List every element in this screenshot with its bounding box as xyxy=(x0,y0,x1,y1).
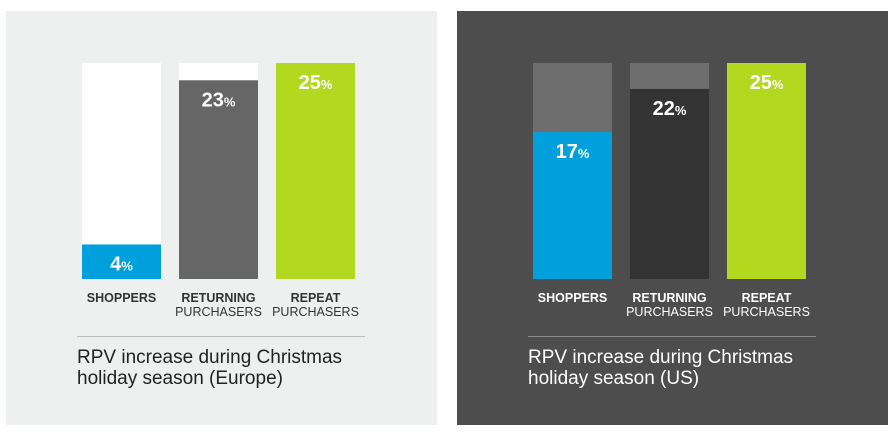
bar xyxy=(630,88,709,279)
category-label: RETURNING xyxy=(632,291,706,305)
category-label: REPEAT xyxy=(742,291,792,305)
bar-track xyxy=(82,63,161,279)
us-bar-chart: 17%SHOPPERS22%RETURNINGPURCHASERS25%REPE… xyxy=(533,63,810,319)
chart-caption: RPV increase during Christmas holiday se… xyxy=(528,347,848,389)
data-label: 17% xyxy=(556,141,590,163)
bar xyxy=(533,132,612,279)
divider xyxy=(77,336,365,337)
category-label: RETURNING xyxy=(181,291,255,305)
caption-line: RPV increase during Christmas xyxy=(528,347,794,368)
category-sublabel: PURCHASERS xyxy=(272,305,359,319)
caption-line: holiday season (Europe) xyxy=(77,368,283,389)
data-label: 23% xyxy=(202,89,236,111)
category-label: SHOPPERS xyxy=(87,291,156,305)
data-label: 25% xyxy=(750,72,784,94)
bar xyxy=(276,63,355,279)
europe-chart-panel: 4% SHOPPERS 23% RETURNING PURCHASERS 25% REPEA… xyxy=(6,11,437,425)
caption-line: holiday season (US) xyxy=(528,368,700,389)
data-label: 4% xyxy=(110,253,133,275)
us-chart-panel: 17% SHOPPERS 22% RETURNING PURCHASERS 25% REPE… xyxy=(457,11,888,425)
bar xyxy=(179,80,258,279)
category-label: SHOPPERS xyxy=(538,291,607,305)
bar xyxy=(727,63,806,279)
category-sublabel: PURCHASERS xyxy=(626,305,713,319)
bar xyxy=(82,244,161,279)
data-label: 25% xyxy=(299,72,333,94)
category-sublabel: PURCHASERS xyxy=(723,305,810,319)
caption-line: RPV increase during Christmas xyxy=(77,347,343,368)
chart-caption: RPV increase during Christmas holiday se… xyxy=(77,347,397,389)
category-sublabel: PURCHASERS xyxy=(175,305,262,319)
europe-bar-chart: 4%SHOPPERS23%RETURNINGPURCHASERS25%REPEA… xyxy=(82,63,359,319)
category-label: REPEAT xyxy=(291,291,341,305)
divider xyxy=(528,336,816,337)
data-label: 22% xyxy=(653,98,687,120)
